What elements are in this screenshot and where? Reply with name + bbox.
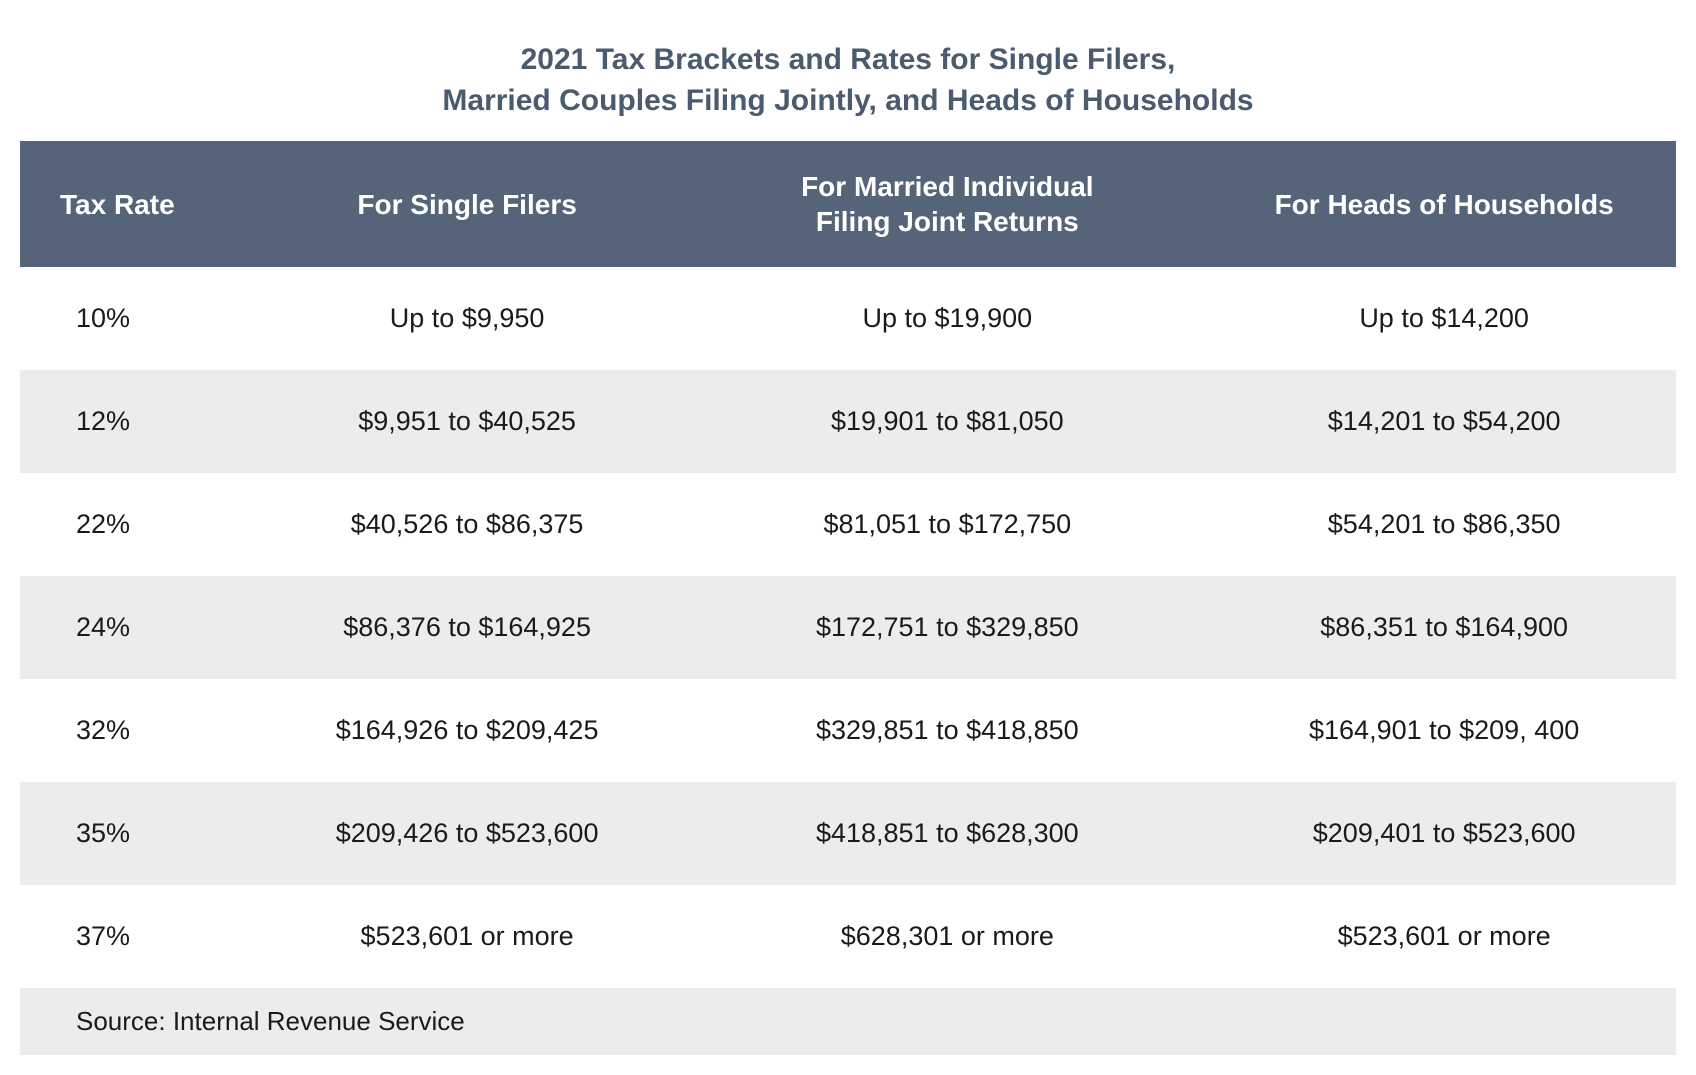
cell-hoh: Up to $14,200 [1212, 267, 1676, 370]
cell-rate: 24% [20, 576, 252, 679]
page-title-block: 2021 Tax Brackets and Rates for Single F… [20, 40, 1676, 121]
cell-married: $172,751 to $329,850 [682, 576, 1212, 679]
cell-married: $418,851 to $628,300 [682, 782, 1212, 885]
table-row: 12% $9,951 to $40,525 $19,901 to $81,050… [20, 370, 1676, 473]
cell-single: $523,601 or more [252, 885, 683, 988]
col-header-married-line1: For Married Individual [801, 171, 1093, 202]
source-row: Source: Internal Revenue Service [20, 988, 1676, 1055]
cell-single: $164,926 to $209,425 [252, 679, 683, 782]
col-header-hoh: For Heads of Households [1212, 141, 1676, 267]
table-header-row: Tax Rate For Single Filers For Married I… [20, 141, 1676, 267]
col-header-married: For Married Individual Filing Joint Retu… [682, 141, 1212, 267]
cell-married: Up to $19,900 [682, 267, 1212, 370]
cell-single: $86,376 to $164,925 [252, 576, 683, 679]
tax-brackets-table: Tax Rate For Single Filers For Married I… [20, 141, 1676, 1055]
cell-hoh: $523,601 or more [1212, 885, 1676, 988]
cell-single: $9,951 to $40,525 [252, 370, 683, 473]
table-row: 32% $164,926 to $209,425 $329,851 to $41… [20, 679, 1676, 782]
cell-married: $329,851 to $418,850 [682, 679, 1212, 782]
cell-married: $19,901 to $81,050 [682, 370, 1212, 473]
cell-single: $40,526 to $86,375 [252, 473, 683, 576]
cell-married: $628,301 or more [682, 885, 1212, 988]
title-line-2: Married Couples Filing Jointly, and Head… [20, 81, 1676, 122]
cell-rate: 22% [20, 473, 252, 576]
source-text: Source: Internal Revenue Service [20, 988, 1676, 1055]
table-row: 22% $40,526 to $86,375 $81,051 to $172,7… [20, 473, 1676, 576]
table-row: 37% $523,601 or more $628,301 or more $5… [20, 885, 1676, 988]
cell-hoh: $209,401 to $523,600 [1212, 782, 1676, 885]
table-row: 10% Up to $9,950 Up to $19,900 Up to $14… [20, 267, 1676, 370]
cell-rate: 35% [20, 782, 252, 885]
cell-hoh: $54,201 to $86,350 [1212, 473, 1676, 576]
cell-married: $81,051 to $172,750 [682, 473, 1212, 576]
cell-single: $209,426 to $523,600 [252, 782, 683, 885]
cell-single: Up to $9,950 [252, 267, 683, 370]
cell-rate: 10% [20, 267, 252, 370]
cell-rate: 37% [20, 885, 252, 988]
cell-hoh: $164,901 to $209, 400 [1212, 679, 1676, 782]
cell-hoh: $14,201 to $54,200 [1212, 370, 1676, 473]
title-line-1: 2021 Tax Brackets and Rates for Single F… [20, 40, 1676, 81]
cell-rate: 12% [20, 370, 252, 473]
col-header-single: For Single Filers [252, 141, 683, 267]
cell-hoh: $86,351 to $164,900 [1212, 576, 1676, 679]
col-header-married-line2: Filing Joint Returns [816, 206, 1079, 237]
table-row: 24% $86,376 to $164,925 $172,751 to $329… [20, 576, 1676, 679]
table-row: 35% $209,426 to $523,600 $418,851 to $62… [20, 782, 1676, 885]
cell-rate: 32% [20, 679, 252, 782]
col-header-rate: Tax Rate [20, 141, 252, 267]
